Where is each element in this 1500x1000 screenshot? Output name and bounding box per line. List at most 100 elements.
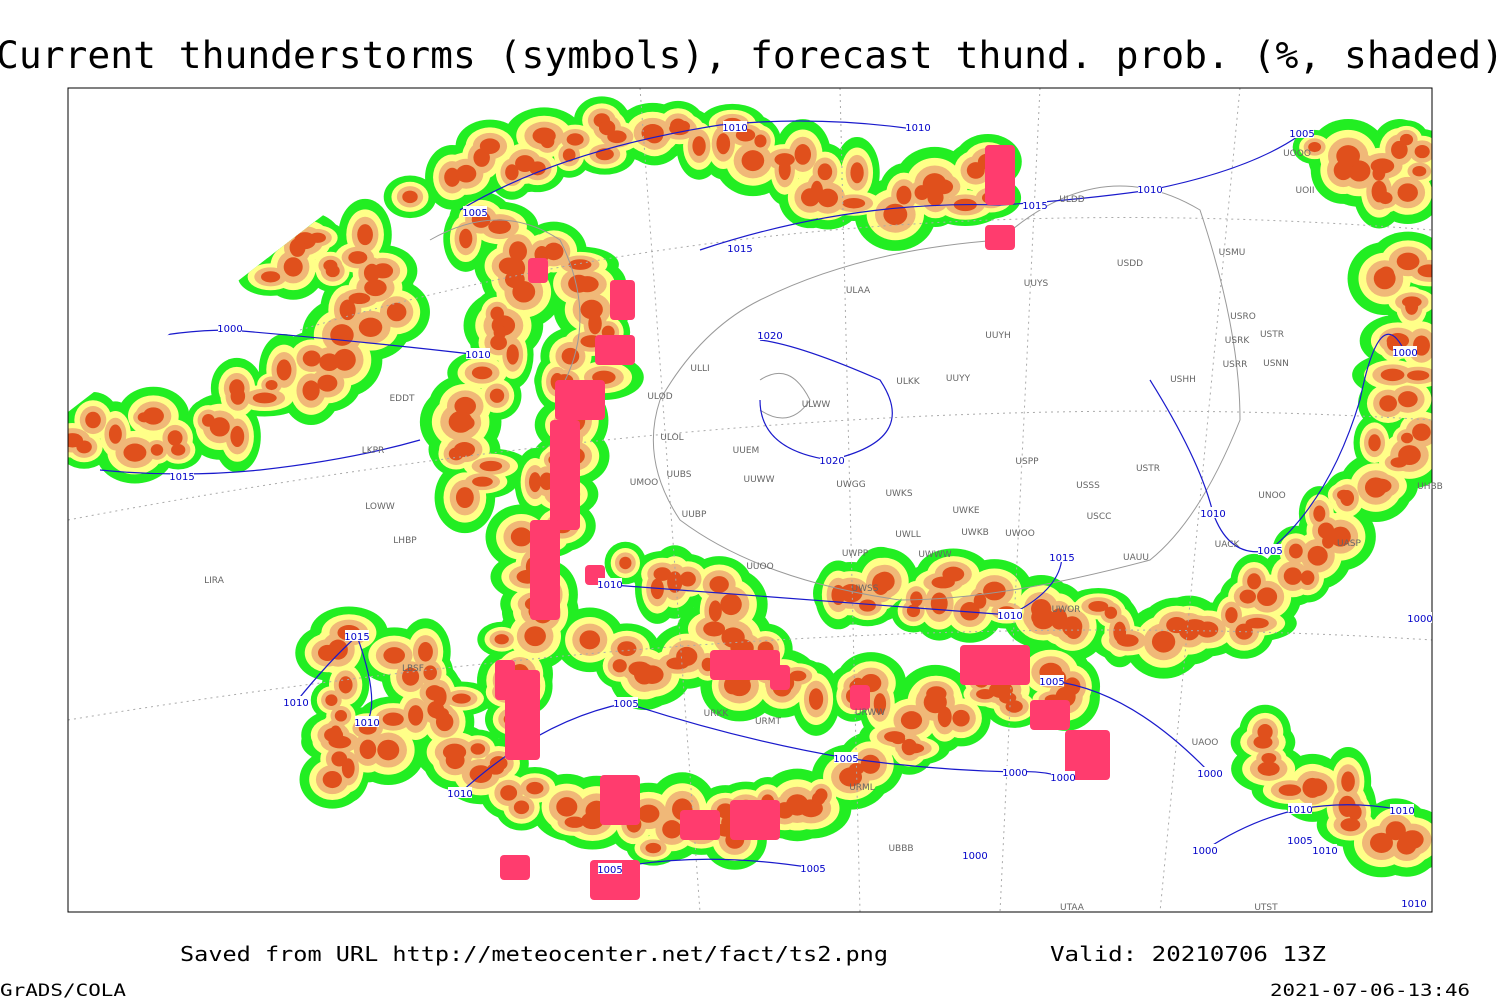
shade-cell: [1305, 778, 1328, 797]
shade-cell: [902, 743, 925, 754]
shade-cell: [488, 219, 512, 234]
shade-cell: [526, 781, 544, 795]
station-label: LKPR: [362, 446, 385, 456]
isobar-label: 1000: [1002, 768, 1027, 779]
shade-cell: [302, 350, 321, 367]
shade-cell: [617, 641, 637, 657]
shade-cell: [976, 689, 995, 700]
isobar-label: 1000: [1407, 614, 1432, 625]
shade-cell: [479, 138, 501, 154]
shade-cell: [339, 299, 356, 321]
shade-cell: [544, 242, 564, 261]
shade-cell: [325, 694, 338, 706]
storm-symbol: [730, 800, 780, 840]
shade-cell: [357, 224, 373, 246]
shade-cell: [709, 576, 729, 593]
isobar-label-bg: [998, 609, 1022, 620]
shade-cell: [1257, 587, 1278, 607]
station-label: UUWW: [744, 475, 775, 485]
shade-cell: [720, 593, 742, 616]
isobar-label: 1005: [597, 865, 622, 876]
isobar-label-bg: [1313, 844, 1337, 855]
shade-cell: [1113, 621, 1127, 643]
shade-cell: [842, 198, 866, 209]
isobar-label: 1000: [217, 324, 242, 335]
shade-cell: [564, 816, 585, 828]
isobar-label-bg: [758, 329, 782, 340]
station-label: ULKK: [896, 377, 921, 387]
isobar-label-bg: [1408, 612, 1432, 623]
shade-cell: [640, 665, 664, 684]
storm-symbol: [985, 225, 1015, 250]
shade-cell: [607, 130, 627, 144]
isobar-label: 1000: [1392, 348, 1417, 359]
shade-cell: [645, 125, 664, 144]
shade-cell: [472, 476, 493, 487]
station-label: URKK: [704, 709, 730, 719]
shade-cell: [653, 567, 672, 581]
shade-cell: [724, 675, 741, 695]
station-label: UBBB: [888, 844, 913, 854]
isobar-label: 1005: [833, 754, 858, 765]
station-label: USRO: [1230, 312, 1256, 322]
station-label: UWSS: [852, 584, 879, 594]
shade-cell: [575, 276, 599, 293]
storm-symbol: [550, 420, 580, 530]
shade-cell: [85, 411, 101, 429]
shade-cell: [489, 756, 508, 771]
isobar-label-bg: [820, 454, 844, 465]
shade-cell: [1317, 522, 1335, 539]
shade-cell: [302, 380, 320, 401]
station-label: ULWW: [802, 400, 831, 410]
shade-cell: [265, 380, 278, 391]
shade-cell: [1288, 543, 1303, 559]
shade-cell: [952, 709, 970, 727]
isobar-label-bg: [834, 752, 858, 763]
shade-cell: [1308, 141, 1322, 153]
shade-cell: [323, 259, 338, 272]
shade-cell: [1368, 434, 1381, 452]
station-label: UUYH: [985, 331, 1010, 341]
station-label: UMOO: [630, 478, 659, 488]
shade-cell: [716, 133, 731, 155]
station-label: UWGG: [836, 480, 865, 490]
map-frame: [67, 87, 1433, 913]
shade-cell: [1372, 166, 1386, 181]
shade-cell: [817, 163, 833, 181]
shade-cell: [1225, 607, 1238, 624]
isobar-label-bg: [723, 121, 747, 132]
shade-cell: [261, 271, 281, 283]
shade-cell: [509, 241, 527, 262]
shade-cell: [123, 443, 147, 462]
storm-symbol: [530, 520, 560, 620]
storm-symbol: [610, 280, 635, 320]
isobar-label-bg: [355, 716, 379, 727]
isobar-label: 1010: [447, 789, 472, 800]
storm-symbol: [1065, 730, 1110, 780]
shade-cell: [1064, 677, 1081, 696]
shade-cell: [363, 263, 380, 282]
shade-cell: [839, 584, 863, 603]
shade-cell: [662, 820, 682, 839]
isobar-label-bg: [1003, 766, 1027, 777]
shade-cell: [418, 641, 433, 662]
shade-cell: [1417, 264, 1432, 278]
shade-cell: [1369, 478, 1392, 494]
station-label: UAUU: [1123, 553, 1149, 563]
shade-cell: [505, 164, 519, 181]
station-label: UNOO: [1258, 491, 1286, 501]
shade-cell: [721, 627, 745, 648]
storm-symbol: [600, 775, 640, 825]
shade-cell: [808, 688, 824, 710]
isobar-label: 1010: [283, 698, 308, 709]
storm-symbol: [710, 650, 780, 680]
storm-symbol: [1030, 700, 1070, 730]
shade-cell: [1283, 567, 1302, 585]
isobar-label: 1005: [1257, 546, 1282, 557]
station-label: UTST: [1254, 903, 1278, 913]
shade-cell: [973, 593, 987, 609]
shade-cell: [1257, 761, 1280, 776]
storm-symbol: [595, 335, 635, 365]
shade-cell: [76, 440, 92, 454]
shade-cell: [402, 190, 418, 204]
